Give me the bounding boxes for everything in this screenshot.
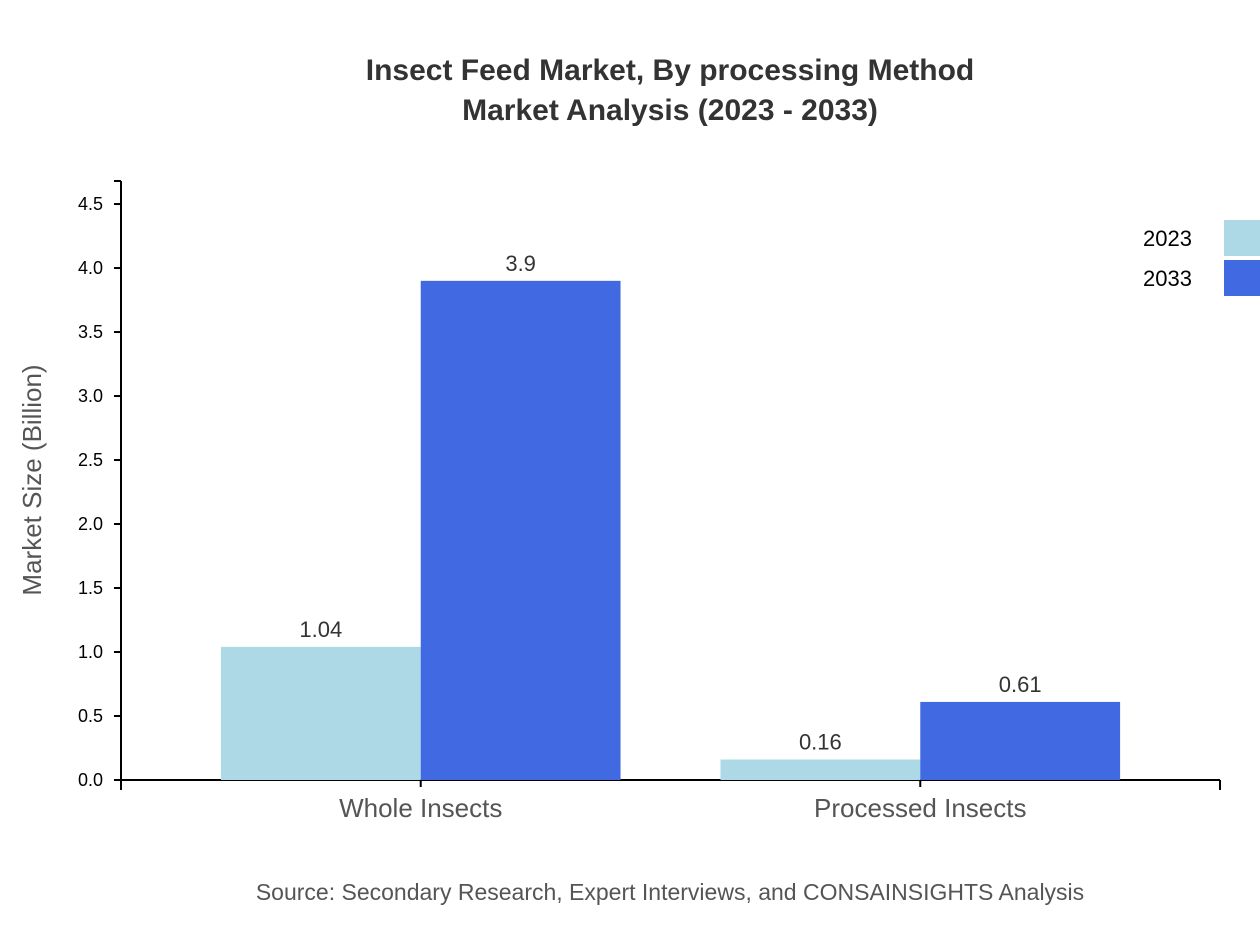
legend-swatch-2033 xyxy=(1224,260,1260,296)
y-tick-label: 3.0 xyxy=(78,386,103,406)
y-tick-label: 3.5 xyxy=(78,322,103,342)
y-tick-label: 0.5 xyxy=(78,706,103,726)
bar-2023-processed-insects xyxy=(720,759,921,780)
y-tick-label: 1.5 xyxy=(78,578,103,598)
y-tick-label: 4.5 xyxy=(78,194,103,214)
data-label: 0.61 xyxy=(999,672,1042,697)
legend-label: 2033 xyxy=(1143,266,1192,291)
y-tick-label: 0.0 xyxy=(78,770,103,790)
data-label: 3.9 xyxy=(505,251,536,276)
y-tick-label: 2.0 xyxy=(78,514,103,534)
y-tick-label: 4.0 xyxy=(78,258,103,278)
bar-2023-whole-insects xyxy=(220,646,421,780)
chart-subtitle: Market Analysis (2023 - 2033) xyxy=(462,94,878,127)
bar-2033-whole-insects xyxy=(420,280,621,780)
y-tick-label: 1.0 xyxy=(78,642,103,662)
source-note: Source: Secondary Research, Expert Inter… xyxy=(256,879,1084,905)
x-tick-label: Processed Insects xyxy=(814,793,1026,823)
data-label: 0.16 xyxy=(799,730,842,755)
legend-swatch-2023 xyxy=(1224,220,1260,256)
y-tick-label: 2.5 xyxy=(78,450,103,470)
y-axis-label: Market Size (Billion) xyxy=(17,364,47,595)
data-label: 1.04 xyxy=(299,617,342,642)
chart-title: Insect Feed Market, By processing Method xyxy=(366,54,974,87)
bar-2033-processed-insects xyxy=(920,701,1121,780)
legend-label: 2023 xyxy=(1143,226,1192,251)
x-tick-label: Whole Insects xyxy=(339,793,502,823)
